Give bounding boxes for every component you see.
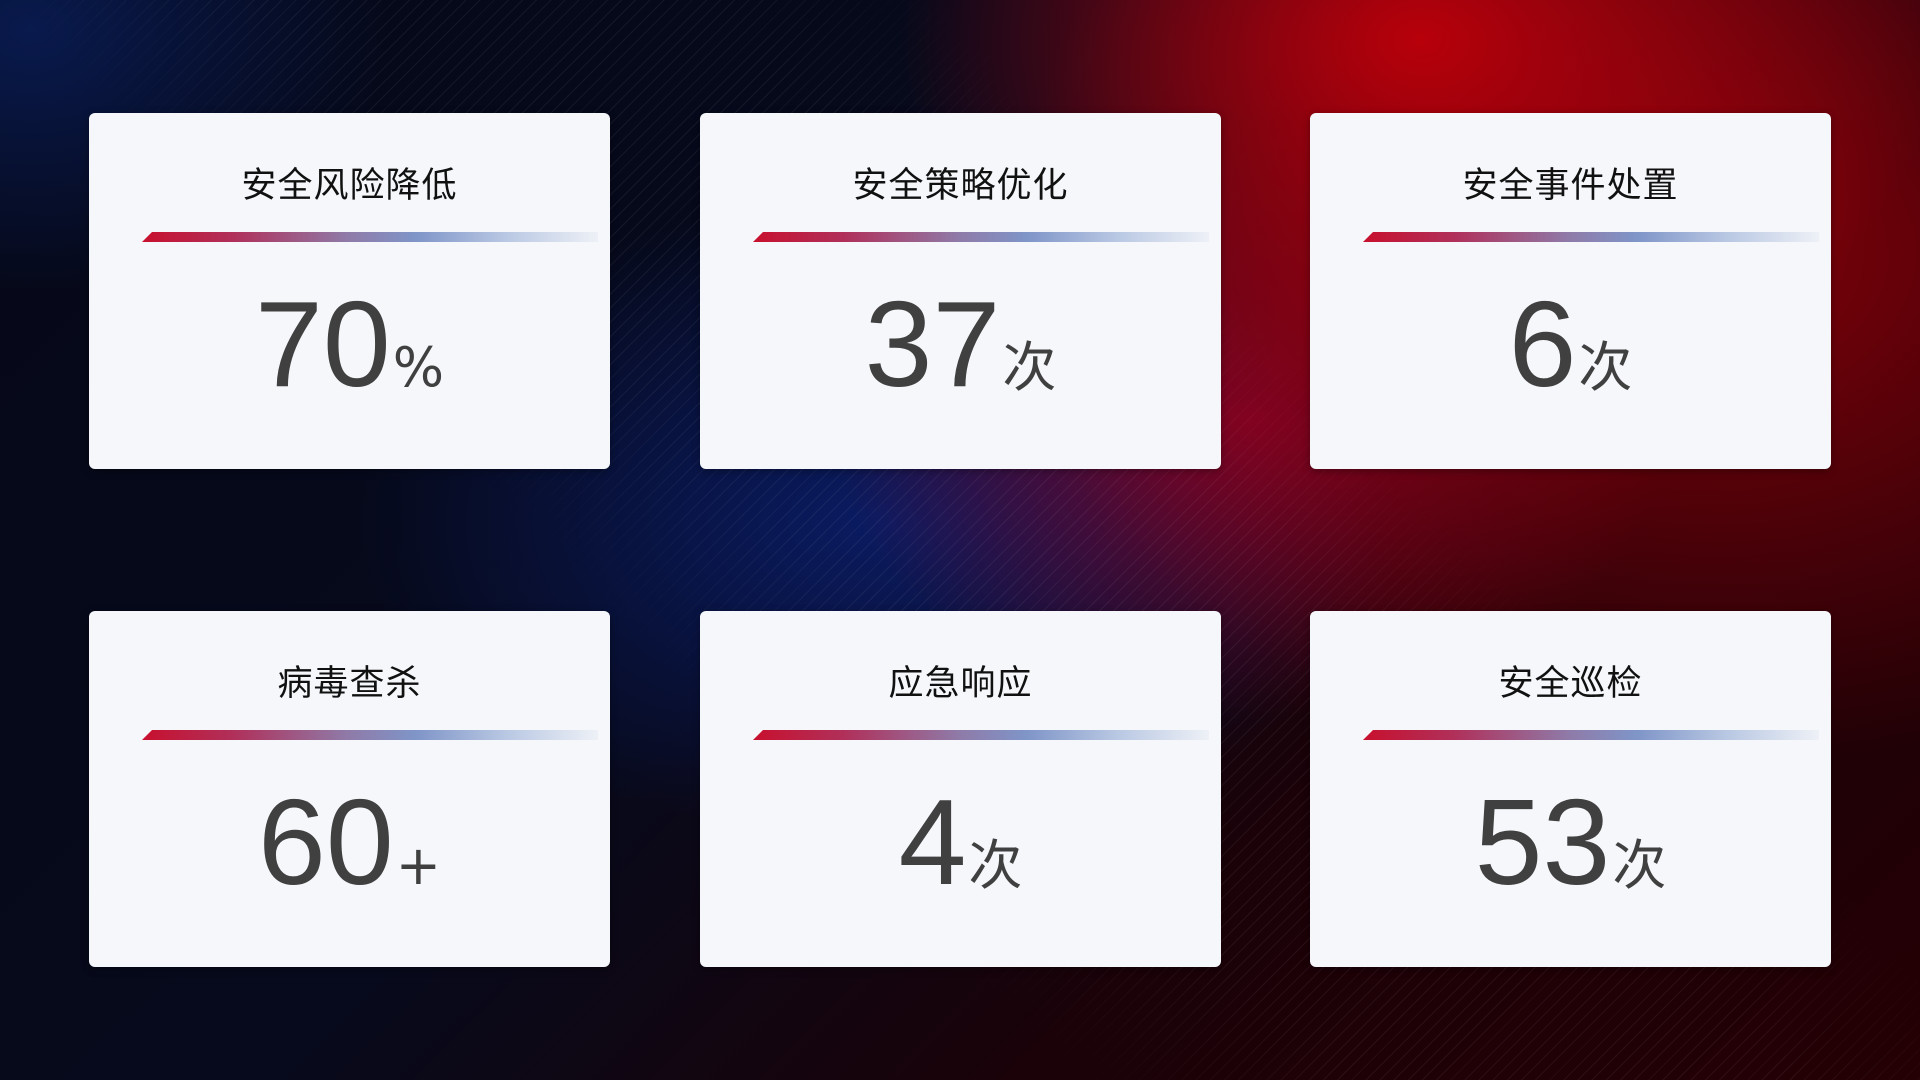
card-value: 4次: [700, 781, 1221, 903]
card-title: 安全风险降低: [241, 166, 458, 206]
card-value: 53次: [1310, 781, 1831, 903]
value-number: 60: [258, 774, 394, 910]
value-number: 6: [1508, 276, 1577, 412]
value-unit: 次: [1578, 336, 1633, 399]
value-unit: 次: [1002, 336, 1057, 399]
value-number: 70: [254, 276, 391, 412]
value-unit: 次: [968, 834, 1023, 897]
value-unit: +: [395, 834, 441, 897]
card-value: 60+: [89, 781, 610, 903]
card-divider: [142, 232, 598, 242]
stat-card-risk-reduction: 安全风险降低 70%: [89, 113, 610, 469]
stat-card-security-patrol: 安全巡检 53次: [1310, 611, 1831, 967]
card-value: 6次: [1310, 283, 1831, 405]
card-title: 安全事件处置: [1462, 166, 1679, 206]
card-divider: [753, 232, 1209, 242]
card-title: 应急响应: [888, 664, 1033, 704]
card-title: 安全策略优化: [852, 166, 1069, 206]
card-title: 安全巡检: [1498, 664, 1643, 704]
stat-card-incident-handling: 安全事件处置 6次: [1310, 113, 1831, 469]
value-number: 53: [1474, 774, 1611, 910]
card-value: 37次: [700, 283, 1221, 405]
card-divider: [1363, 730, 1819, 740]
card-value: 70%: [89, 283, 610, 405]
value-number: 4: [898, 774, 967, 910]
value-unit: %: [392, 336, 444, 399]
stat-card-virus-removal: 病毒查杀 60+: [89, 611, 610, 967]
value-unit: 次: [1612, 834, 1667, 897]
stat-card-policy-optimization: 安全策略优化 37次: [700, 113, 1221, 469]
card-title: 病毒查杀: [277, 664, 422, 704]
card-divider: [753, 730, 1209, 740]
card-divider: [1363, 232, 1819, 242]
stat-card-emergency-response: 应急响应 4次: [700, 611, 1221, 967]
card-divider: [142, 730, 598, 740]
value-number: 37: [864, 276, 1001, 412]
